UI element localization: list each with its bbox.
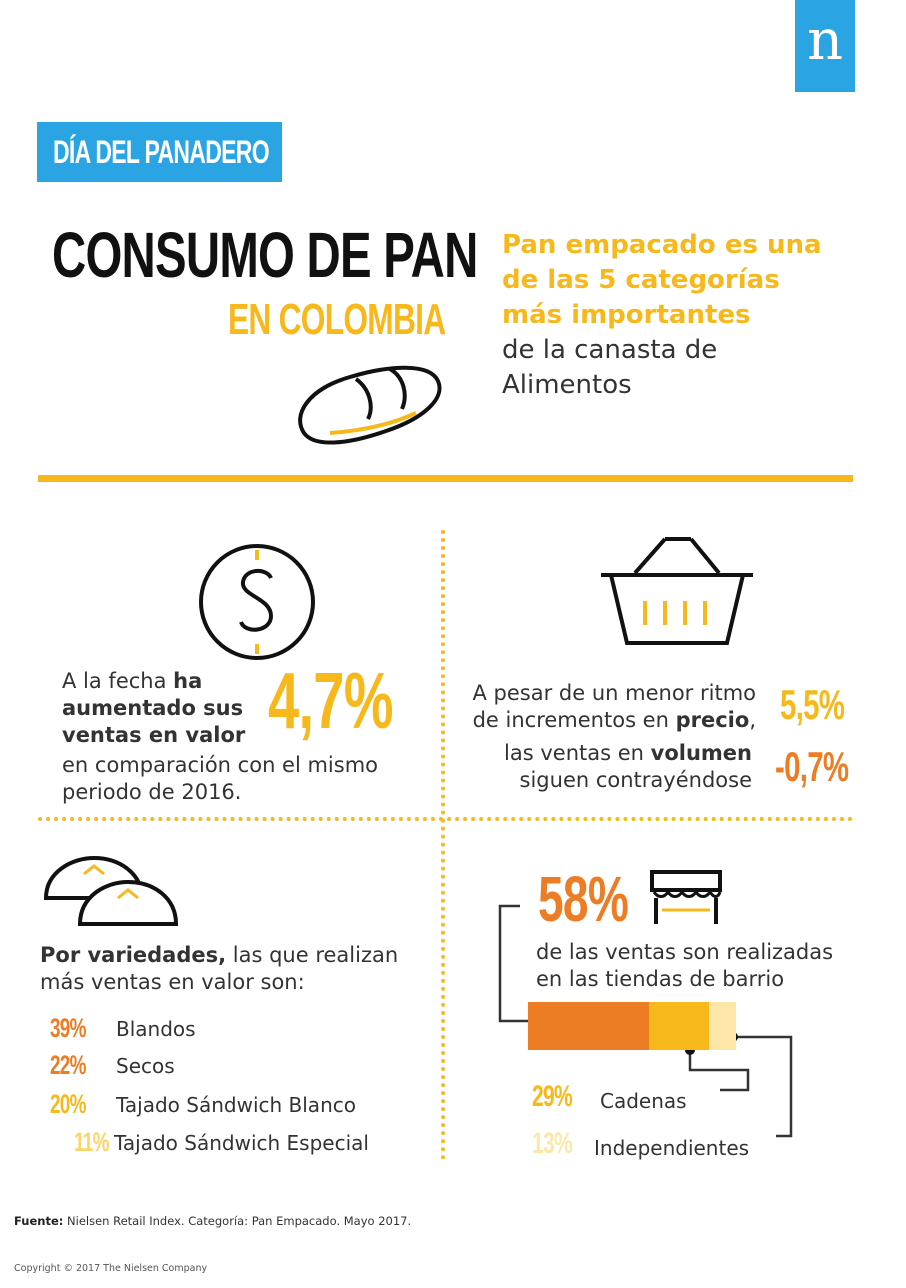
nielsen-logo: n	[795, 0, 855, 92]
intro-highlight: Pan empacado es una de las 5 categorías …	[502, 230, 822, 330]
day-tag-text: DÍA DEL PANADERO	[53, 134, 270, 170]
variety-percent: 39%	[50, 1013, 86, 1043]
price-text: A pesar de un menor ritmo de incrementos…	[456, 680, 756, 734]
vertical-divider	[441, 530, 445, 1160]
bar-segment-neighborhood	[528, 1002, 649, 1050]
bread-loaf-icon	[298, 365, 442, 445]
channel-share-bar	[528, 1002, 736, 1050]
varieties-intro-bold: Por variedades,	[40, 943, 227, 967]
logo-letter: n	[806, 8, 844, 73]
variety-label: Secos	[116, 1054, 175, 1078]
price-text-end: ,	[749, 708, 756, 732]
varieties-intro-rest: las que realizan más ventas en valor son…	[40, 943, 399, 994]
bar-segment-chains	[649, 1002, 709, 1050]
variety-percent: 20%	[50, 1089, 86, 1119]
page-title: CONSUMO DE PAN	[52, 219, 478, 291]
volume-text-lead: las ventas en	[504, 741, 651, 765]
neighborhood-stores-text: de las ventas son realizadas en las tien…	[536, 940, 834, 991]
variety-label: Tajado Sándwich Especial	[114, 1131, 369, 1155]
volume-text: las ventas en volumen siguen contrayéndo…	[456, 740, 752, 794]
price-percent: 5,5%	[780, 681, 845, 728]
source-text: Nielsen Retail Index. Categoría: Pan Emp…	[63, 1214, 412, 1228]
bar-segment-independents	[709, 1002, 736, 1050]
store-awning-icon	[650, 870, 722, 924]
chains-label: Cadenas	[600, 1089, 687, 1113]
dollar-coin-icon	[199, 544, 315, 660]
intro-rest: de la canasta de Alimentos	[502, 335, 718, 400]
chains-percent: 29%	[532, 1080, 573, 1113]
volume-percent: -0,7%	[775, 743, 849, 790]
basket-icon	[601, 537, 753, 645]
horizontal-divider	[38, 817, 853, 821]
day-tag: DÍA DEL PANADERO	[37, 122, 282, 182]
variety-label: Tajado Sándwich Blanco	[116, 1093, 356, 1117]
variety-label: Blandos	[116, 1017, 196, 1041]
neighborhood-stores-percent: 58%	[538, 863, 629, 935]
value-growth-percent: 4,7%	[268, 656, 394, 745]
variety-percent: 22%	[50, 1050, 86, 1080]
volume-text-bold: volumen	[650, 741, 752, 765]
source-note: Fuente: Nielsen Retail Index. Categoría:…	[14, 1213, 411, 1229]
copyright: Copyright © 2017 The Nielsen Company	[14, 1263, 208, 1274]
bread-rolls-icon	[43, 855, 179, 926]
variety-percent: 11%	[74, 1127, 109, 1157]
price-text-lead: A pesar de un menor ritmo de incrementos…	[472, 681, 756, 732]
price-text-bold: precio	[675, 708, 750, 732]
value-growth-bold: ha aumentado sus ventas en valor	[62, 669, 246, 747]
intro-text: Pan empacado es una de las 5 categorías …	[502, 228, 842, 403]
value-growth-text: A la fecha ha aumentado sus ventas en va…	[62, 668, 272, 749]
value-growth-lead: A la fecha	[62, 669, 174, 693]
independents-label: Independientes	[594, 1136, 750, 1160]
page-subtitle: EN COLOMBIA	[228, 295, 446, 344]
section-rule	[38, 475, 853, 482]
volume-text-rest: siguen contrayéndose	[519, 768, 752, 792]
value-growth-comparison: en comparación con el mismo periodo de 2…	[62, 753, 379, 804]
varieties-intro: Por variedades, las que realizan más ven…	[40, 942, 430, 996]
source-label: Fuente:	[14, 1214, 64, 1228]
independents-percent: 13%	[532, 1127, 573, 1160]
